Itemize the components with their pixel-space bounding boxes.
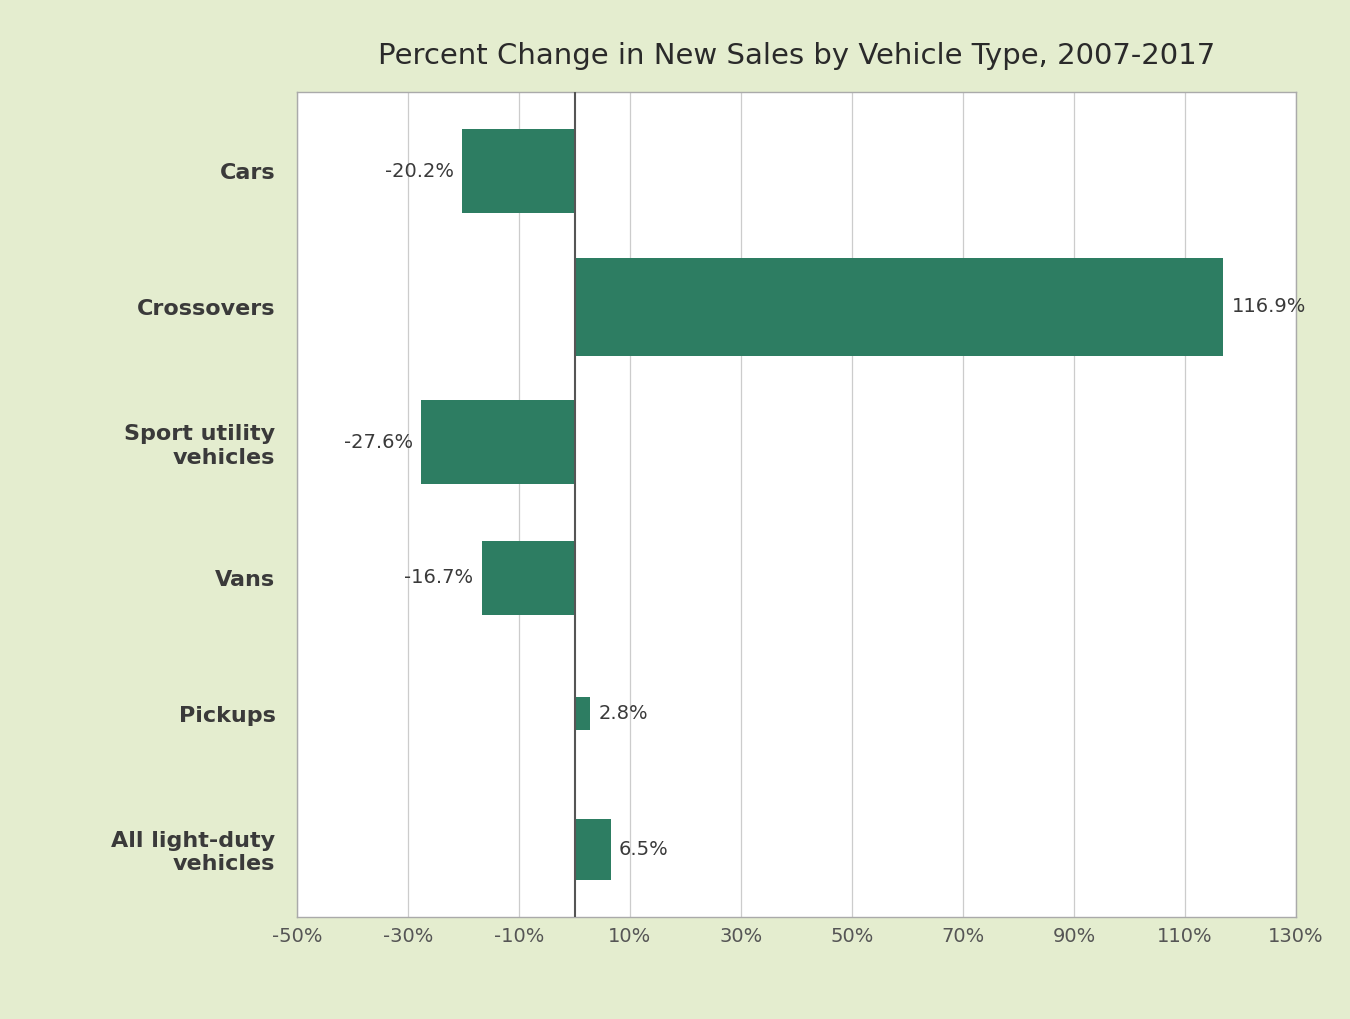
Bar — [482, 541, 575, 615]
Text: 2.8%: 2.8% — [598, 704, 648, 723]
Text: -20.2%: -20.2% — [385, 162, 454, 180]
Bar — [421, 400, 575, 484]
Bar — [575, 818, 610, 879]
Title: Percent Change in New Sales by Vehicle Type, 2007-2017: Percent Change in New Sales by Vehicle T… — [378, 42, 1215, 70]
Bar — [463, 129, 575, 213]
Text: -27.6%: -27.6% — [344, 433, 413, 451]
Bar — [575, 258, 1223, 356]
Bar — [575, 697, 590, 731]
Text: 116.9%: 116.9% — [1231, 298, 1305, 316]
Text: 6.5%: 6.5% — [618, 840, 668, 859]
Text: -16.7%: -16.7% — [405, 569, 474, 587]
